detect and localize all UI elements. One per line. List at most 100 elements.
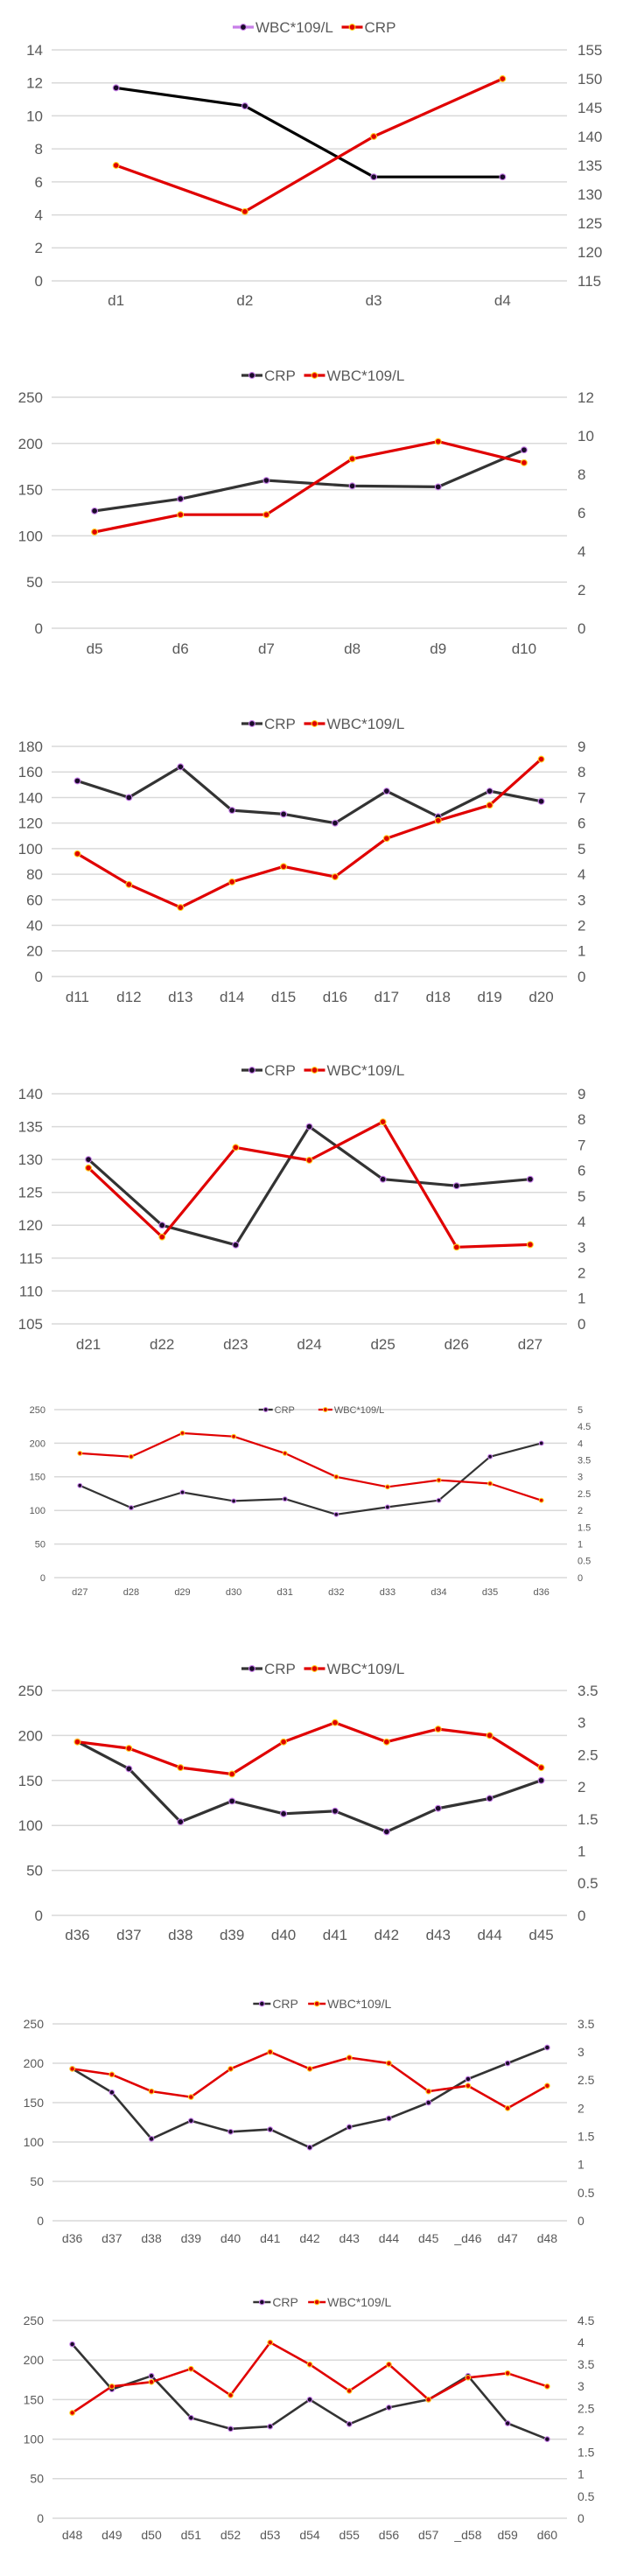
right-axis-tick-label: 1 bbox=[578, 1291, 585, 1307]
right-axis-tick-label: 0 bbox=[578, 2214, 584, 2228]
data-point bbox=[434, 483, 442, 491]
data-point bbox=[280, 810, 287, 818]
data-point bbox=[386, 2115, 392, 2122]
left-axis-tick-label: 150 bbox=[18, 482, 43, 499]
data-point bbox=[382, 1738, 390, 1746]
data-point bbox=[526, 1175, 534, 1183]
data-point bbox=[544, 2044, 550, 2051]
data-point bbox=[108, 2089, 116, 2096]
legend-item: CRP bbox=[253, 2295, 298, 2309]
x-axis-tick-label: d27 bbox=[72, 1587, 88, 1598]
left-axis-tick-label: 140 bbox=[18, 1086, 43, 1102]
data-point bbox=[504, 2105, 511, 2111]
right-axis-tick-label: 3 bbox=[578, 2045, 584, 2059]
right-axis-tick-label: 0 bbox=[578, 1573, 583, 1584]
left-axis-tick-label: 0 bbox=[37, 2511, 44, 2525]
data-point bbox=[187, 2094, 194, 2100]
legend-marker bbox=[262, 1407, 269, 1412]
legend-label: CRP bbox=[365, 19, 396, 36]
right-axis-tick-label: 150 bbox=[578, 71, 602, 88]
data-point bbox=[74, 850, 81, 858]
x-axis-tick-label: d1 bbox=[108, 292, 124, 309]
x-axis-tick-label: d32 bbox=[328, 1587, 344, 1598]
series-line-crp bbox=[94, 448, 525, 513]
x-axis-tick-label: d25 bbox=[370, 1336, 395, 1353]
left-axis-tick-label: 200 bbox=[24, 2056, 45, 2070]
left-axis-tick-label: 130 bbox=[18, 1152, 43, 1168]
right-axis-tick-label: 4 bbox=[578, 2335, 584, 2349]
data-point bbox=[177, 763, 185, 771]
data-point bbox=[333, 1474, 340, 1480]
legend-item: WBC*109/L bbox=[232, 19, 333, 36]
data-point bbox=[241, 207, 248, 215]
data-point bbox=[386, 2060, 392, 2067]
x-axis-tick-label: d3 bbox=[366, 292, 382, 309]
x-axis-tick-label: d36 bbox=[534, 1587, 550, 1598]
x-axis-tick-label: d43 bbox=[340, 2231, 360, 2245]
legend-label: CRP bbox=[264, 368, 296, 384]
right-axis-tick-label: 0.5 bbox=[578, 2186, 595, 2200]
left-axis-tick-label: 0 bbox=[40, 1573, 46, 1584]
data-point bbox=[148, 2136, 155, 2142]
data-point bbox=[69, 2066, 75, 2072]
left-axis-tick-label: 120 bbox=[18, 1217, 43, 1234]
right-axis-tick-label: 2 bbox=[578, 2423, 584, 2437]
series-line-crp bbox=[116, 77, 504, 214]
data-point bbox=[128, 1453, 134, 1460]
data-point bbox=[486, 802, 494, 809]
legend-marker bbox=[248, 1067, 256, 1074]
x-axis-tick-label: d60 bbox=[537, 2528, 558, 2542]
left-axis-tick-label: 8 bbox=[35, 141, 43, 158]
x-axis-tick-label: d56 bbox=[379, 2528, 400, 2542]
data-point bbox=[282, 1450, 288, 1456]
x-axis-tick-label: d12 bbox=[116, 989, 141, 1005]
right-axis-tick-label: 2.5 bbox=[578, 2401, 595, 2415]
data-point bbox=[85, 1164, 93, 1172]
legend-item: CRP bbox=[241, 368, 296, 384]
right-axis-tick-label: 1.5 bbox=[578, 1522, 591, 1533]
data-point bbox=[537, 1764, 545, 1772]
data-point bbox=[306, 2361, 313, 2368]
legend-marker bbox=[313, 2299, 320, 2306]
data-point bbox=[228, 1770, 236, 1778]
data-point bbox=[382, 1828, 390, 1836]
chart-6: 0 50 100 150 200 250 0 0.5 1 1.5 2 2.5 3 3.5 d36 d37 d38… bbox=[18, 1661, 598, 1943]
left-axis-tick-label: 250 bbox=[30, 1405, 46, 1416]
data-point bbox=[232, 1144, 240, 1152]
legend-item: CRP bbox=[241, 1661, 296, 1677]
right-axis-tick-label: 7 bbox=[578, 789, 585, 806]
left-axis-tick-label: 0 bbox=[35, 969, 43, 985]
x-axis-tick-label: d38 bbox=[141, 2231, 162, 2245]
right-axis-tick-label: 3 bbox=[578, 892, 585, 908]
data-point bbox=[148, 2378, 155, 2385]
right-axis-tick-label: 115 bbox=[578, 273, 601, 290]
left-axis-tick-label: 0 bbox=[35, 620, 43, 637]
data-point bbox=[108, 2383, 116, 2390]
right-axis-tick-label: 2 bbox=[578, 582, 585, 598]
data-point bbox=[499, 173, 507, 181]
legend-label: WBC*109/L bbox=[326, 368, 404, 384]
x-axis-tick-label: d10 bbox=[512, 640, 536, 657]
data-point bbox=[232, 1241, 240, 1249]
left-axis-tick-label: 150 bbox=[24, 2096, 45, 2110]
x-axis-tick-label: d24 bbox=[297, 1336, 321, 1353]
right-axis-tick-label: 1 bbox=[578, 1539, 583, 1550]
x-axis-tick-label: d19 bbox=[477, 989, 501, 1005]
right-axis-tick-label: 2 bbox=[578, 1779, 585, 1796]
left-axis-tick-label: 0 bbox=[35, 273, 43, 290]
left-axis-tick-label: 200 bbox=[24, 2353, 45, 2367]
data-point bbox=[125, 1765, 133, 1773]
x-axis-tick-label: d26 bbox=[444, 1336, 469, 1353]
left-axis-tick-label: 125 bbox=[18, 1185, 43, 1201]
data-point bbox=[158, 1233, 166, 1241]
right-axis-tick-label: 6 bbox=[578, 1163, 585, 1180]
right-axis-tick-label: 4 bbox=[578, 866, 585, 883]
x-axis-tick-label: d28 bbox=[123, 1587, 139, 1598]
data-point bbox=[228, 2128, 234, 2135]
data-point bbox=[526, 1241, 534, 1249]
left-axis-tick-label: 50 bbox=[30, 2174, 44, 2188]
x-axis-tick-label: d53 bbox=[260, 2528, 281, 2542]
data-point bbox=[544, 2436, 550, 2442]
data-point bbox=[346, 2388, 353, 2394]
data-point bbox=[425, 2099, 432, 2106]
